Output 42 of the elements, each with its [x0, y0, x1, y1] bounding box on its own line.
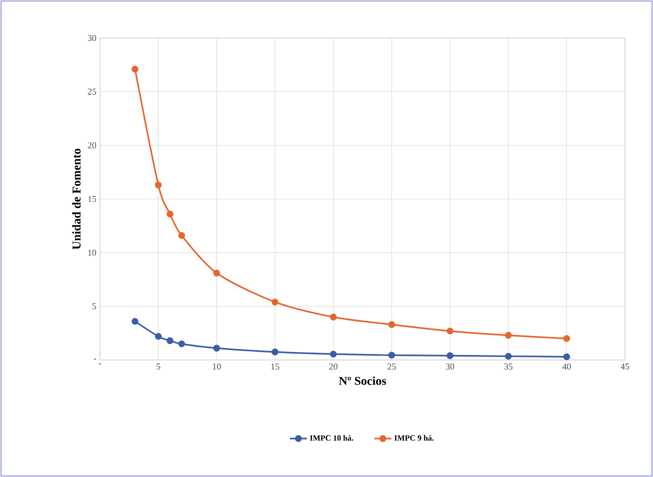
x-tick-label: 35 — [504, 364, 512, 370]
point — [388, 321, 396, 328]
x-tick-label: 15 — [271, 364, 280, 370]
y-tick-label: 5 — [92, 303, 96, 310]
x-tick-label: 5 — [156, 364, 160, 370]
point — [446, 328, 454, 334]
legend-label: IMPC 9 há. — [394, 435, 434, 441]
y-tick-label: 10 — [88, 250, 96, 256]
point — [330, 350, 337, 358]
point — [213, 270, 220, 276]
y-tick-label: - — [94, 358, 96, 360]
x-tick-label: 20 — [329, 364, 338, 370]
point — [272, 348, 278, 356]
y-tick-label: 30 — [88, 34, 96, 42]
x-axis-title: Nº Socios — [338, 376, 386, 385]
y-tick-label: 15 — [88, 196, 96, 202]
point — [504, 332, 512, 339]
y-tick-label: 25 — [88, 88, 96, 95]
legend-label: IMPC 10 há. — [310, 435, 354, 441]
point — [388, 352, 396, 359]
point — [178, 340, 186, 348]
point — [132, 318, 138, 325]
point — [504, 352, 512, 360]
x-tick-label: 40 — [562, 364, 571, 370]
point — [132, 66, 138, 73]
point — [272, 298, 278, 306]
point — [166, 337, 174, 344]
y-tick-label: 20 — [88, 142, 96, 148]
x-tick-label: 30 — [446, 364, 454, 370]
point — [154, 182, 162, 188]
y-axis-title: Unidad de Fomento — [72, 148, 81, 250]
point — [154, 332, 162, 340]
point — [563, 335, 570, 342]
point — [213, 344, 220, 352]
x-tick-label: 10 — [212, 364, 221, 370]
point — [166, 210, 174, 218]
point — [330, 314, 337, 320]
point — [563, 353, 570, 360]
point — [446, 352, 454, 360]
x-tick-label: 25 — [388, 364, 396, 370]
point — [178, 232, 186, 239]
x-tick-label: 45 — [620, 364, 630, 370]
